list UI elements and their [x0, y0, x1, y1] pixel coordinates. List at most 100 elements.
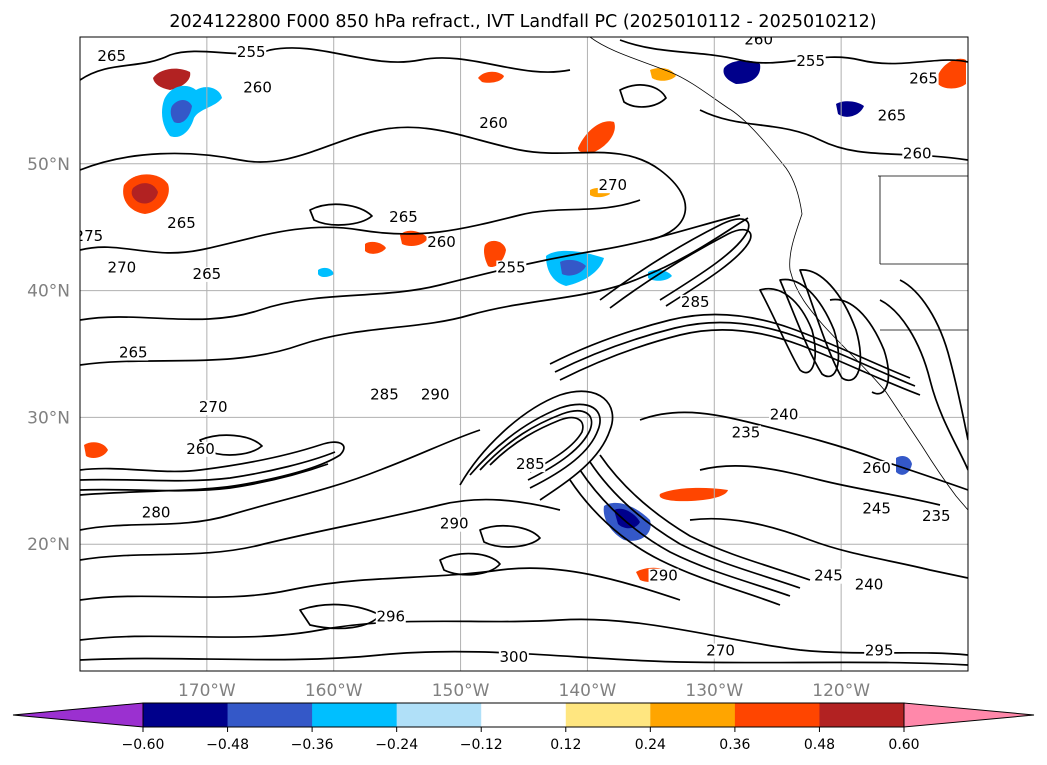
colorbar-tick-label: −0.48 [206, 737, 249, 753]
contour-label: 290 [421, 385, 450, 403]
contour-label-background [242, 80, 273, 96]
contour-line [459, 390, 614, 501]
contour-label: 245 [814, 567, 843, 585]
contour-label-background [597, 178, 628, 194]
contour-line [639, 411, 968, 491]
contour-label-background [921, 509, 952, 525]
contour-line [469, 403, 601, 489]
longitude-tick-label: 170°W [178, 681, 236, 701]
contour-label-background [369, 387, 400, 403]
contour-label: 240 [855, 576, 884, 594]
colorbar: −0.60 −0.48 −0.36 −0.24 −0.12 0.12 0.24 0.36 0.4… [12, 702, 1035, 753]
contour-line [80, 618, 968, 656]
longitude-tick-label: 120°W [812, 681, 870, 701]
contour-label-background [743, 37, 774, 48]
contour-line [439, 552, 501, 576]
contour-label: 300 [500, 648, 529, 666]
longitude-tick-label: 160°W [305, 681, 363, 701]
longitude-axis: 170°W 160°W 150°W 140°W 130°W 120°W [178, 681, 870, 701]
positive-anomaly-patch [650, 68, 676, 81]
contour-line [80, 214, 741, 321]
contour-label-background [185, 441, 216, 457]
contour-label-background [731, 425, 761, 441]
contour-label-background [795, 53, 826, 69]
contour-label: 265 [878, 106, 907, 124]
positive-anomaly-patch [938, 58, 966, 89]
positive-anomaly-patch [365, 241, 386, 254]
contour-label: 260 [243, 79, 272, 97]
contour-label-background [96, 48, 127, 64]
positive-anomaly-patch [484, 240, 506, 268]
contour-label: 265 [389, 208, 418, 226]
contour-line [309, 203, 373, 226]
colorbar-tick-label: 0.24 [635, 737, 666, 753]
contour-label: 265 [909, 70, 938, 88]
contour-label-background [439, 516, 470, 532]
negative-anomaly-patch [723, 60, 761, 84]
contour-label: 260 [427, 233, 456, 251]
colorbar-swatch [312, 703, 398, 727]
positive-anomaly-patch [478, 71, 504, 83]
contour-label: 235 [922, 507, 951, 525]
colorbar-swatch [396, 703, 482, 727]
contour-line [619, 84, 667, 108]
anomaly-shading [84, 58, 966, 582]
negative-anomaly-patch [170, 100, 192, 124]
contour-line [599, 218, 750, 301]
latitude-tick-label: 40°N [27, 282, 70, 302]
contour-line [80, 47, 571, 81]
contour-label-background [388, 209, 419, 225]
contour-line [619, 39, 968, 65]
contour-label: 235 [732, 423, 761, 441]
colorbar-tick-label: −0.36 [291, 737, 334, 753]
colorbar-swatch [819, 703, 905, 727]
contour-labels: 265 2552602602652652702752652602702552602… [80, 30, 952, 666]
contour-label-background [106, 260, 137, 276]
contour-label: 285 [681, 293, 710, 311]
negative-anomaly-patch [318, 267, 334, 277]
contour-line [699, 465, 941, 506]
latitude-axis: 50°N 40°N 30°N 20°N [27, 155, 70, 555]
colorbar-extend-low [12, 702, 144, 728]
contour-label: 260 [186, 440, 215, 458]
contour-label: 260 [479, 114, 508, 132]
contour-label-background [864, 643, 895, 659]
refractivity-contours [80, 39, 968, 666]
contour-label-background [902, 146, 933, 162]
contour-label: 255 [796, 52, 825, 70]
contour-line [689, 517, 968, 579]
negative-anomaly-patch [614, 508, 640, 529]
contour-label-background [198, 400, 229, 416]
colorbar-tick-label: 0.48 [804, 737, 835, 753]
contour-line [479, 525, 541, 548]
colorbar-swatch [565, 703, 651, 727]
contour-label: 290 [440, 515, 469, 533]
contour-line [80, 498, 561, 561]
contour-line [799, 269, 862, 381]
contour-line [80, 463, 329, 492]
contour-line [489, 416, 584, 473]
north-america-coastline [589, 37, 968, 511]
contour-line [589, 461, 801, 589]
colorbar-tick-label: −0.24 [375, 737, 418, 753]
contour-label: 270 [199, 398, 228, 416]
contour-line [80, 441, 345, 496]
colorbar-swatch [650, 703, 736, 727]
contour-label-background [515, 457, 546, 473]
contour-line [829, 298, 890, 395]
contour-line [779, 278, 840, 378]
contour-label: 260 [862, 459, 891, 477]
contour-line [554, 321, 916, 387]
contour-label-background [191, 266, 222, 282]
colorbar-tick-label: −0.60 [122, 737, 165, 753]
contour-label: 280 [142, 503, 171, 521]
positive-anomaly-patch [131, 183, 158, 204]
contour-line [80, 126, 687, 241]
contour-line [559, 328, 921, 396]
latitude-tick-label: 30°N [27, 408, 70, 428]
contour-label: 260 [744, 30, 773, 48]
contour-label-background [141, 505, 172, 521]
contour-label-background [498, 649, 529, 665]
contour-label-background [680, 294, 711, 310]
